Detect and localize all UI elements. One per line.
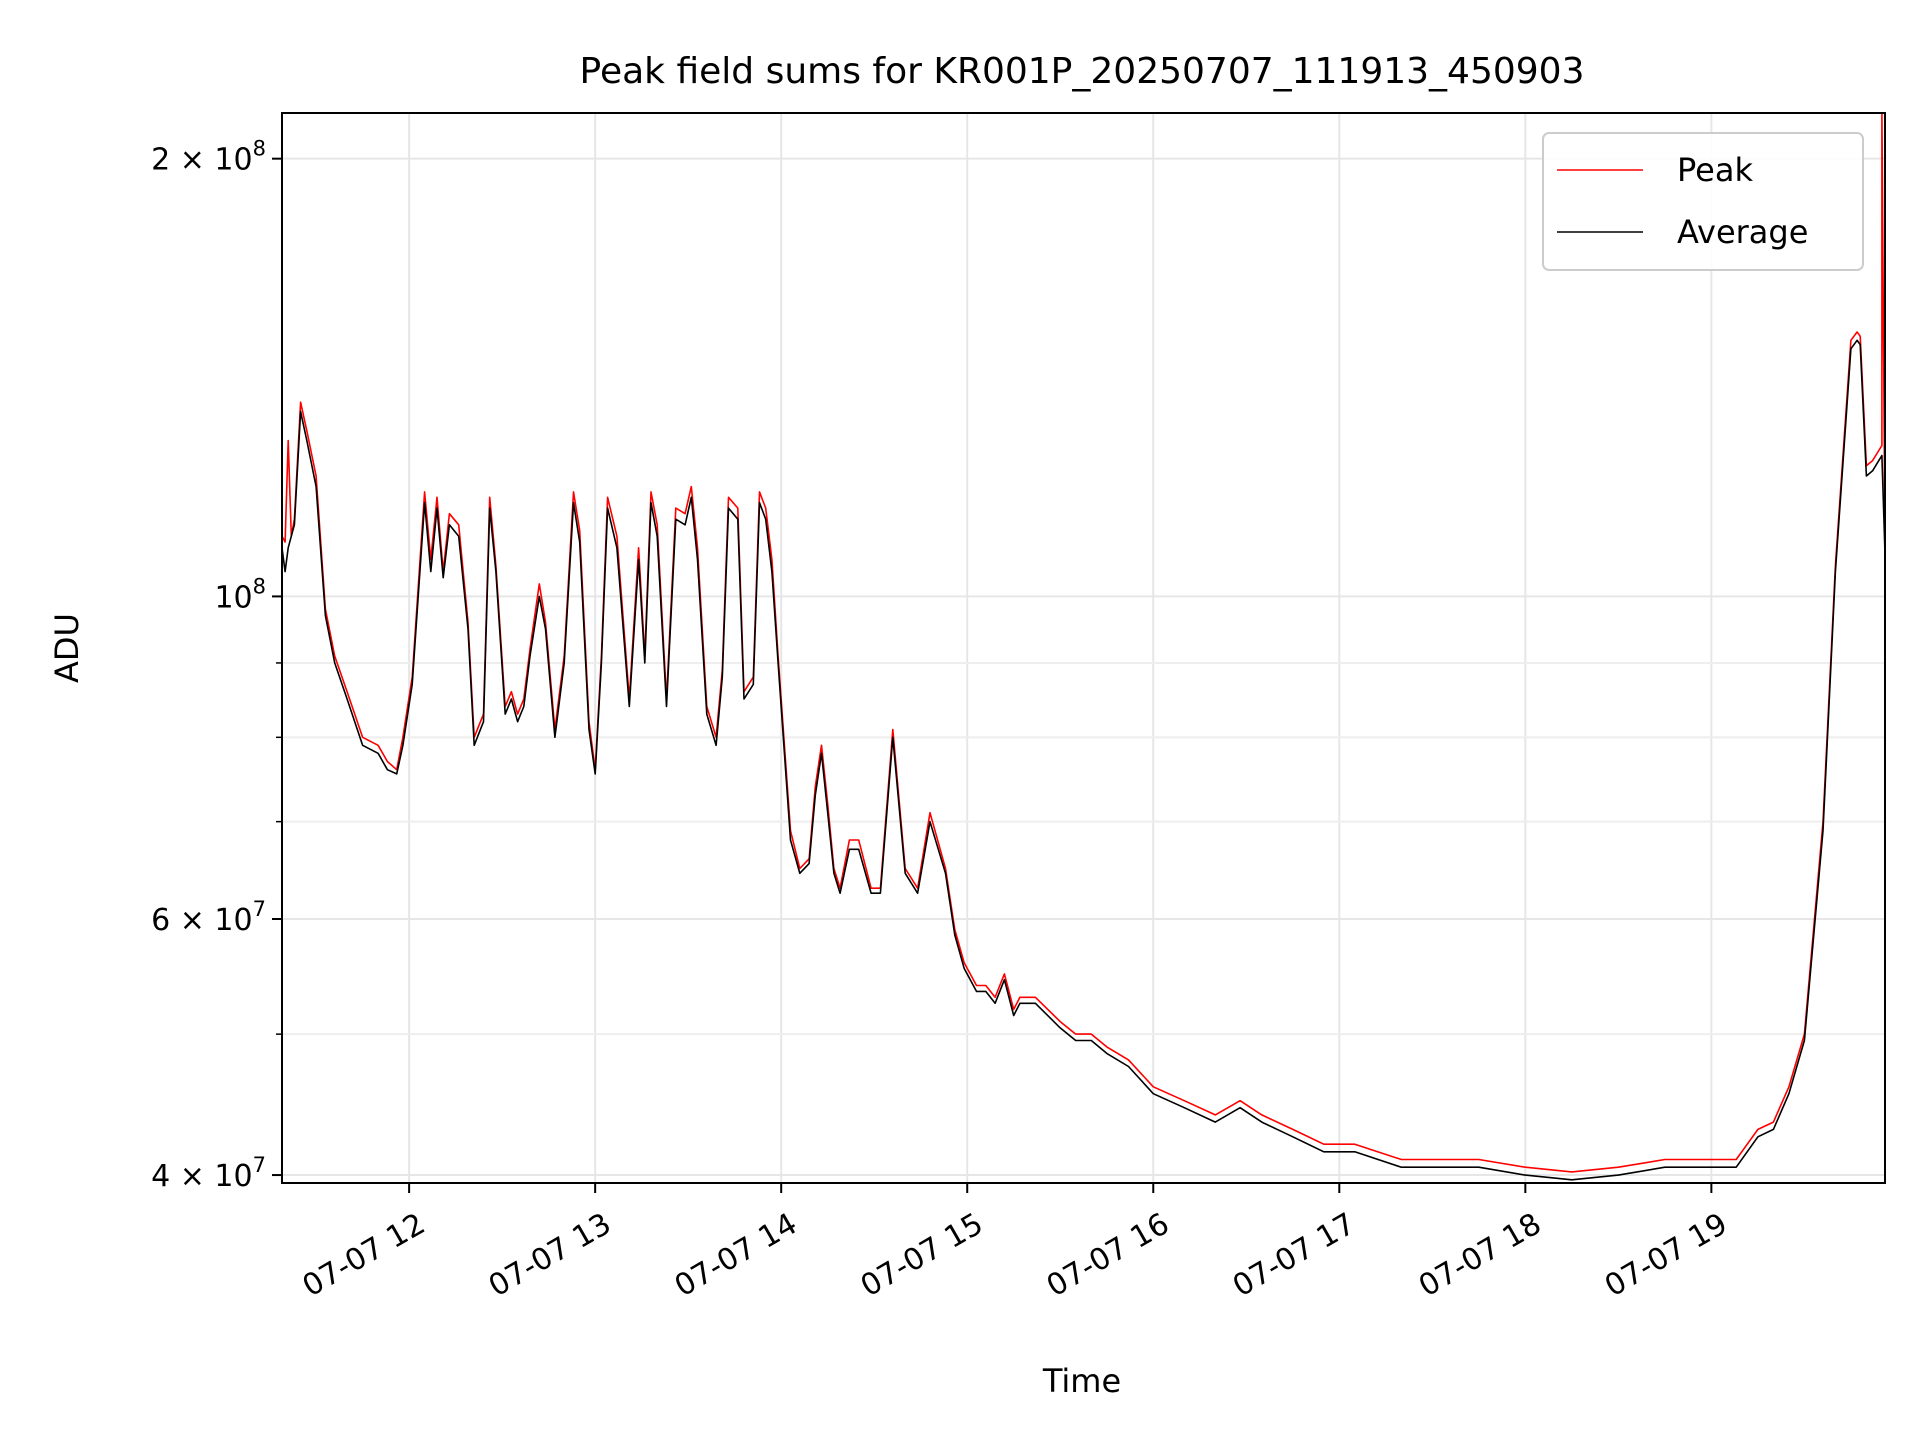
y-tick-label: 2 × 108 [151, 137, 266, 178]
plot-area [281, 112, 1886, 1181]
legend-label-average: Average [1677, 213, 1808, 251]
legend: Peak Average [1542, 132, 1864, 271]
x-axis-label: Time [1042, 1362, 1121, 1400]
y-axis-label: ADU [48, 613, 86, 683]
grid [282, 113, 1885, 1183]
chart-title: Peak field sums for KR001P_20250707_1119… [580, 51, 1585, 92]
plot-frame [281, 112, 1886, 1184]
legend-label-peak: Peak [1677, 151, 1753, 189]
y-axis: 4 × 107 6 × 107 108 2 × 108 [151, 137, 282, 1194]
y-tick-label: 4 × 107 [151, 1153, 266, 1194]
y-tick-label: 6 × 107 [151, 897, 266, 938]
series-line-average [281, 339, 1886, 1181]
legend-box [1542, 132, 1864, 271]
y-tick-label: 108 [214, 574, 266, 615]
